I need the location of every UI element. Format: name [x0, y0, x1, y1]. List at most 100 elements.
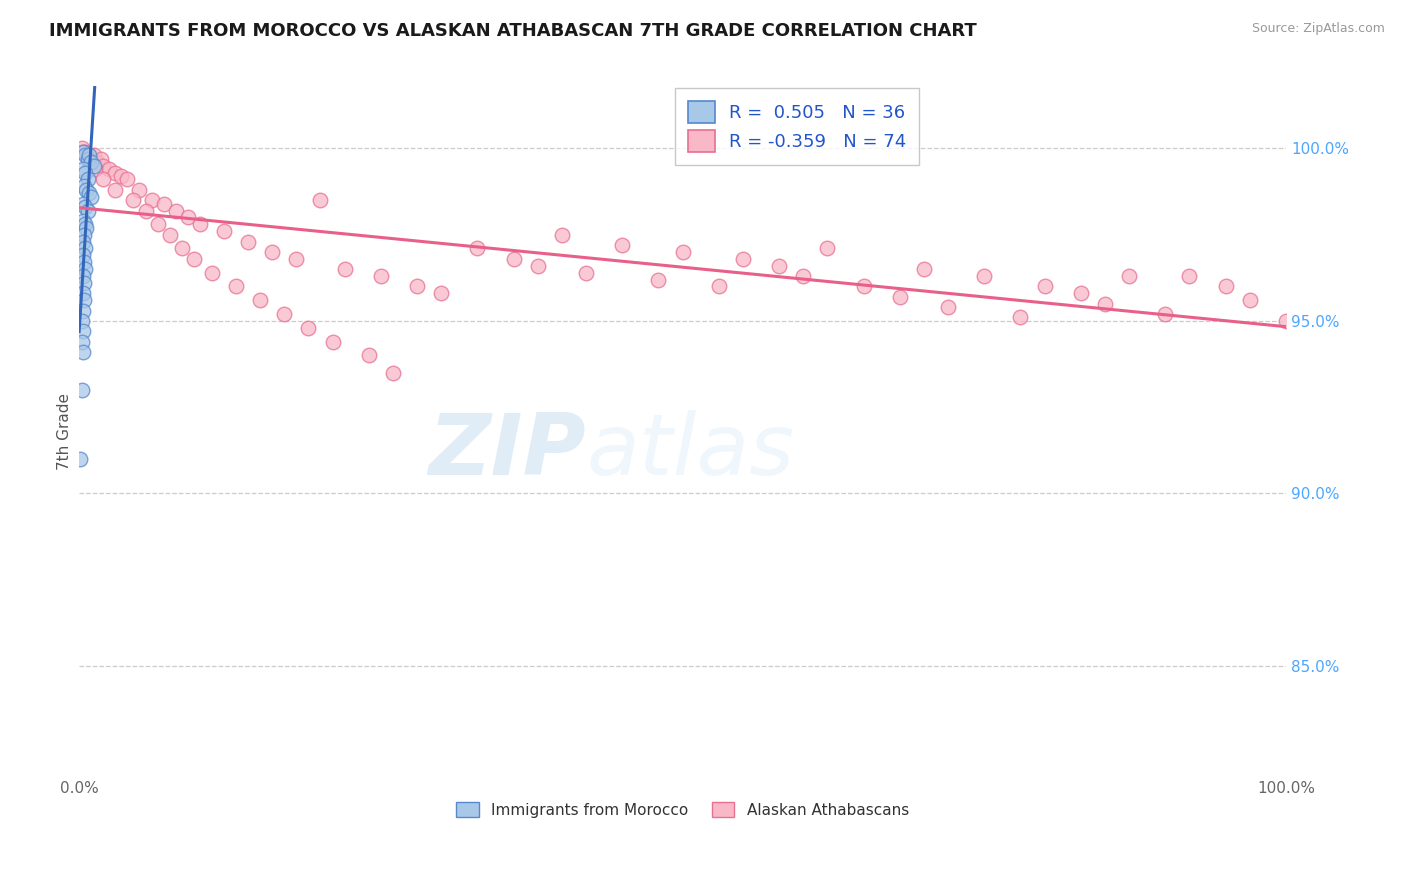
Point — [936, 300, 959, 314]
Point — [73, 293, 96, 308]
Point — [526, 259, 548, 273]
Text: atlas: atlas — [586, 410, 794, 493]
Point — [792, 268, 814, 283]
Point — [128, 183, 150, 197]
Point — [236, 235, 259, 249]
Point — [1178, 268, 1201, 283]
Point — [1033, 279, 1056, 293]
Text: Source: ZipAtlas.com: Source: ZipAtlas.com — [1251, 22, 1385, 36]
Point — [75, 148, 97, 162]
Point — [72, 345, 94, 359]
Point — [72, 145, 94, 159]
Point — [76, 148, 98, 162]
Point — [1118, 268, 1140, 283]
Point — [83, 162, 105, 177]
Point — [91, 159, 114, 173]
Point — [852, 279, 875, 293]
Point — [72, 214, 94, 228]
Point — [973, 268, 995, 283]
Point — [75, 200, 97, 214]
Point — [83, 148, 105, 162]
Point — [912, 262, 935, 277]
Point — [406, 279, 429, 293]
Point — [815, 242, 838, 256]
Point — [707, 279, 730, 293]
Point — [333, 262, 356, 277]
Point — [1275, 314, 1298, 328]
Point — [183, 252, 205, 266]
Point — [152, 196, 174, 211]
Point — [212, 224, 235, 238]
Point — [76, 172, 98, 186]
Point — [72, 162, 94, 177]
Point — [70, 334, 93, 349]
Point — [70, 383, 93, 397]
Point — [72, 303, 94, 318]
Point — [75, 217, 97, 231]
Point — [165, 203, 187, 218]
Point — [146, 217, 169, 231]
Point — [1239, 293, 1261, 308]
Point — [72, 248, 94, 262]
Point — [80, 190, 103, 204]
Point — [83, 159, 105, 173]
Y-axis label: 7th Grade: 7th Grade — [58, 392, 72, 470]
Point — [77, 186, 100, 201]
Point — [72, 268, 94, 283]
Point — [262, 244, 284, 259]
Text: ZIP: ZIP — [429, 410, 586, 493]
Point — [90, 152, 112, 166]
Point — [70, 141, 93, 155]
Point — [322, 334, 344, 349]
Point — [370, 268, 392, 283]
Point — [73, 179, 96, 194]
Point — [75, 183, 97, 197]
Point — [72, 235, 94, 249]
Point — [72, 145, 94, 159]
Point — [612, 238, 634, 252]
Point — [75, 220, 97, 235]
Point — [98, 162, 121, 177]
Point — [285, 252, 308, 266]
Point — [77, 148, 100, 162]
Point — [225, 279, 247, 293]
Point — [273, 307, 295, 321]
Point — [297, 320, 319, 334]
Point — [134, 203, 156, 218]
Point — [72, 324, 94, 338]
Point — [70, 314, 93, 328]
Point — [86, 155, 108, 169]
Point — [381, 366, 404, 380]
Point — [502, 252, 524, 266]
Point — [72, 196, 94, 211]
Point — [69, 451, 91, 466]
Point — [188, 217, 211, 231]
Point — [122, 193, 145, 207]
Point — [75, 242, 97, 256]
Point — [141, 193, 163, 207]
Legend: Immigrants from Morocco, Alaskan Athabascans: Immigrants from Morocco, Alaskan Athabas… — [450, 796, 915, 823]
Point — [73, 276, 96, 290]
Point — [77, 155, 100, 169]
Point — [72, 286, 94, 301]
Point — [159, 227, 181, 242]
Point — [1215, 279, 1237, 293]
Point — [177, 211, 200, 225]
Point — [80, 155, 103, 169]
Point — [110, 169, 132, 183]
Point — [575, 266, 598, 280]
Point — [1094, 296, 1116, 310]
Point — [309, 193, 332, 207]
Point — [73, 227, 96, 242]
Point — [117, 172, 139, 186]
Point — [768, 259, 790, 273]
Point — [201, 266, 224, 280]
Point — [73, 255, 96, 269]
Point — [889, 290, 911, 304]
Point — [1154, 307, 1177, 321]
Point — [467, 242, 489, 256]
Point — [671, 244, 693, 259]
Point — [731, 252, 754, 266]
Point — [249, 293, 271, 308]
Point — [430, 286, 453, 301]
